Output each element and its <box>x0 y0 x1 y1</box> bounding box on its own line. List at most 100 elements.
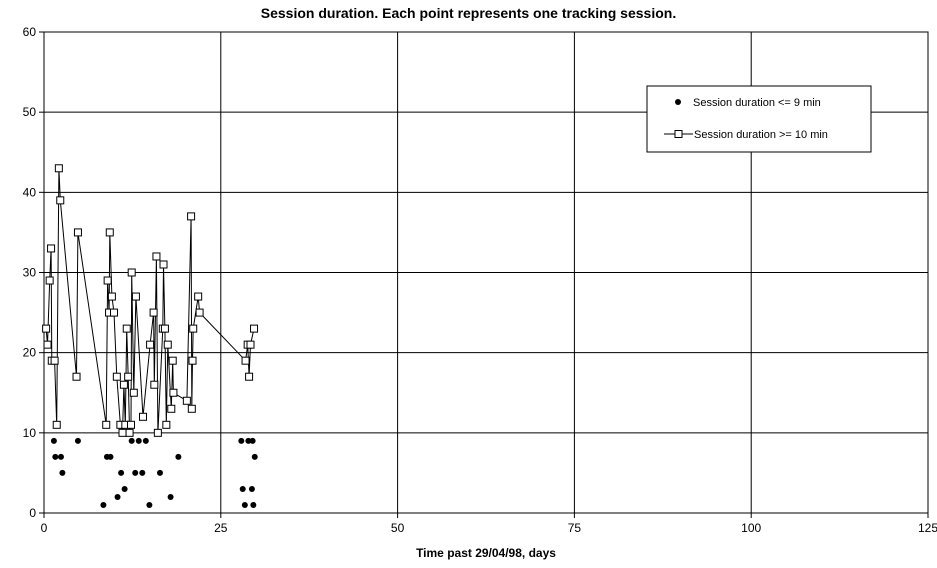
data-point-short-session <box>167 493 174 500</box>
data-point-long-session <box>195 308 204 317</box>
series-line-long-session <box>45 168 255 433</box>
data-point-long-session <box>129 388 138 397</box>
data-point-long-session <box>150 380 159 389</box>
data-point-long-session <box>42 324 51 333</box>
data-point-long-session <box>163 340 172 349</box>
y-tick-label: 0 <box>29 506 36 520</box>
data-point-long-session <box>102 420 111 429</box>
data-point-short-session <box>74 437 81 444</box>
legend-label-long: Session duration >= 10 min <box>694 129 828 141</box>
y-tick-label: 10 <box>23 426 37 440</box>
data-point-long-session <box>194 292 203 301</box>
data-point-long-session <box>54 164 63 173</box>
data-point-short-session <box>57 453 64 460</box>
data-point-long-session <box>189 324 198 333</box>
data-point-long-session <box>52 420 61 429</box>
data-point-long-session <box>125 428 134 437</box>
data-point-long-session <box>107 292 116 301</box>
data-point-long-session <box>110 308 119 317</box>
axis-layer: 0 25 50 75 100 125 0 10 20 30 40 50 60 <box>23 25 937 535</box>
data-point-short-session <box>114 493 121 500</box>
data-point-long-session <box>73 228 82 237</box>
data-point-long-session <box>122 324 131 333</box>
data-point-short-session <box>52 453 59 460</box>
data-point-long-session <box>118 428 127 437</box>
x-axis-label: Time past 29/04/98, days <box>416 546 556 560</box>
data-point-short-session <box>50 437 57 444</box>
y-tick-label: 50 <box>23 105 37 119</box>
data-point-long-session <box>152 252 161 261</box>
data-point-long-session <box>119 380 128 389</box>
data-point-long-session <box>153 428 162 437</box>
data-point-short-session <box>245 437 252 444</box>
data-point-long-session <box>47 244 56 253</box>
data-point-long-session <box>103 276 112 285</box>
data-point-short-session <box>139 469 146 476</box>
data-point-long-session <box>127 268 136 277</box>
data-point-long-session <box>50 356 59 365</box>
data-point-short-session <box>121 485 128 492</box>
x-tick-label: 75 <box>568 521 582 535</box>
y-tick-label: 20 <box>23 346 37 360</box>
data-point-short-session <box>128 437 135 444</box>
legend: Session duration <= 9 min Session durati… <box>646 85 872 153</box>
data-point-short-session <box>249 437 256 444</box>
data-point-long-session <box>246 340 255 349</box>
data-point-short-session <box>146 501 153 508</box>
data-point-long-session <box>45 276 54 285</box>
data-point-long-session <box>182 396 191 405</box>
data-point-short-session <box>156 469 163 476</box>
data-point-long-session <box>149 308 158 317</box>
x-tick-label: 0 <box>41 521 48 535</box>
data-point-short-session <box>59 469 66 476</box>
data-point-long-session <box>160 324 169 333</box>
data-point-long-session <box>168 356 177 365</box>
data-point-long-session <box>188 356 197 365</box>
data-point-short-session <box>250 501 257 508</box>
data-point-short-session <box>241 501 248 508</box>
data-point-long-session <box>187 404 196 413</box>
grid-layer <box>44 32 928 513</box>
data-point-long-session <box>162 420 171 429</box>
legend-marker-circle <box>675 99 681 105</box>
data-point-long-session <box>187 212 196 221</box>
data-point-short-session <box>107 453 114 460</box>
data-point-long-session <box>250 324 259 333</box>
x-tick-label: 125 <box>918 521 937 535</box>
data-point-long-session <box>112 372 121 381</box>
data-point-long-session <box>241 356 250 365</box>
legend-box <box>646 85 872 153</box>
series-layer <box>42 164 259 508</box>
data-point-short-session <box>248 485 255 492</box>
data-point-long-session <box>245 372 254 381</box>
data-point-short-session <box>238 437 245 444</box>
x-tick-label: 100 <box>741 521 761 535</box>
data-point-long-session <box>167 404 176 413</box>
data-point-short-session <box>118 469 125 476</box>
y-tick-label: 30 <box>23 266 37 280</box>
data-point-long-session <box>159 260 168 269</box>
chart-title: Session duration. Each point represents … <box>260 5 677 21</box>
data-point-short-session <box>132 469 139 476</box>
data-point-short-session <box>142 437 149 444</box>
y-tick-label: 60 <box>23 25 37 39</box>
y-tick-label: 40 <box>23 185 37 199</box>
data-point-long-session <box>56 196 65 205</box>
data-point-long-session <box>169 388 178 397</box>
data-point-short-session <box>175 453 182 460</box>
data-point-long-session <box>139 412 148 421</box>
data-point-short-session <box>100 501 107 508</box>
data-point-short-session <box>135 437 142 444</box>
x-tick-label: 50 <box>391 521 405 535</box>
data-point-long-session <box>124 372 133 381</box>
data-point-short-session <box>239 485 246 492</box>
data-point-long-session <box>126 420 135 429</box>
data-point-short-session <box>251 453 258 460</box>
data-point-long-session <box>131 292 140 301</box>
data-point-long-session <box>105 228 114 237</box>
data-point-long-session <box>72 372 81 381</box>
data-point-long-session <box>146 340 155 349</box>
x-tick-label: 25 <box>214 521 228 535</box>
legend-marker-square <box>674 130 683 138</box>
